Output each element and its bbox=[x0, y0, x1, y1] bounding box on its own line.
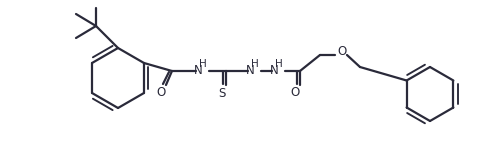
Text: S: S bbox=[218, 86, 226, 99]
Text: O: O bbox=[290, 85, 300, 98]
Text: N: N bbox=[193, 64, 202, 77]
Text: N: N bbox=[246, 64, 254, 77]
Text: N: N bbox=[270, 64, 278, 77]
Text: H: H bbox=[275, 59, 283, 69]
Text: H: H bbox=[199, 59, 207, 69]
Text: H: H bbox=[251, 59, 259, 69]
Text: O: O bbox=[156, 85, 165, 98]
Text: O: O bbox=[337, 44, 347, 57]
